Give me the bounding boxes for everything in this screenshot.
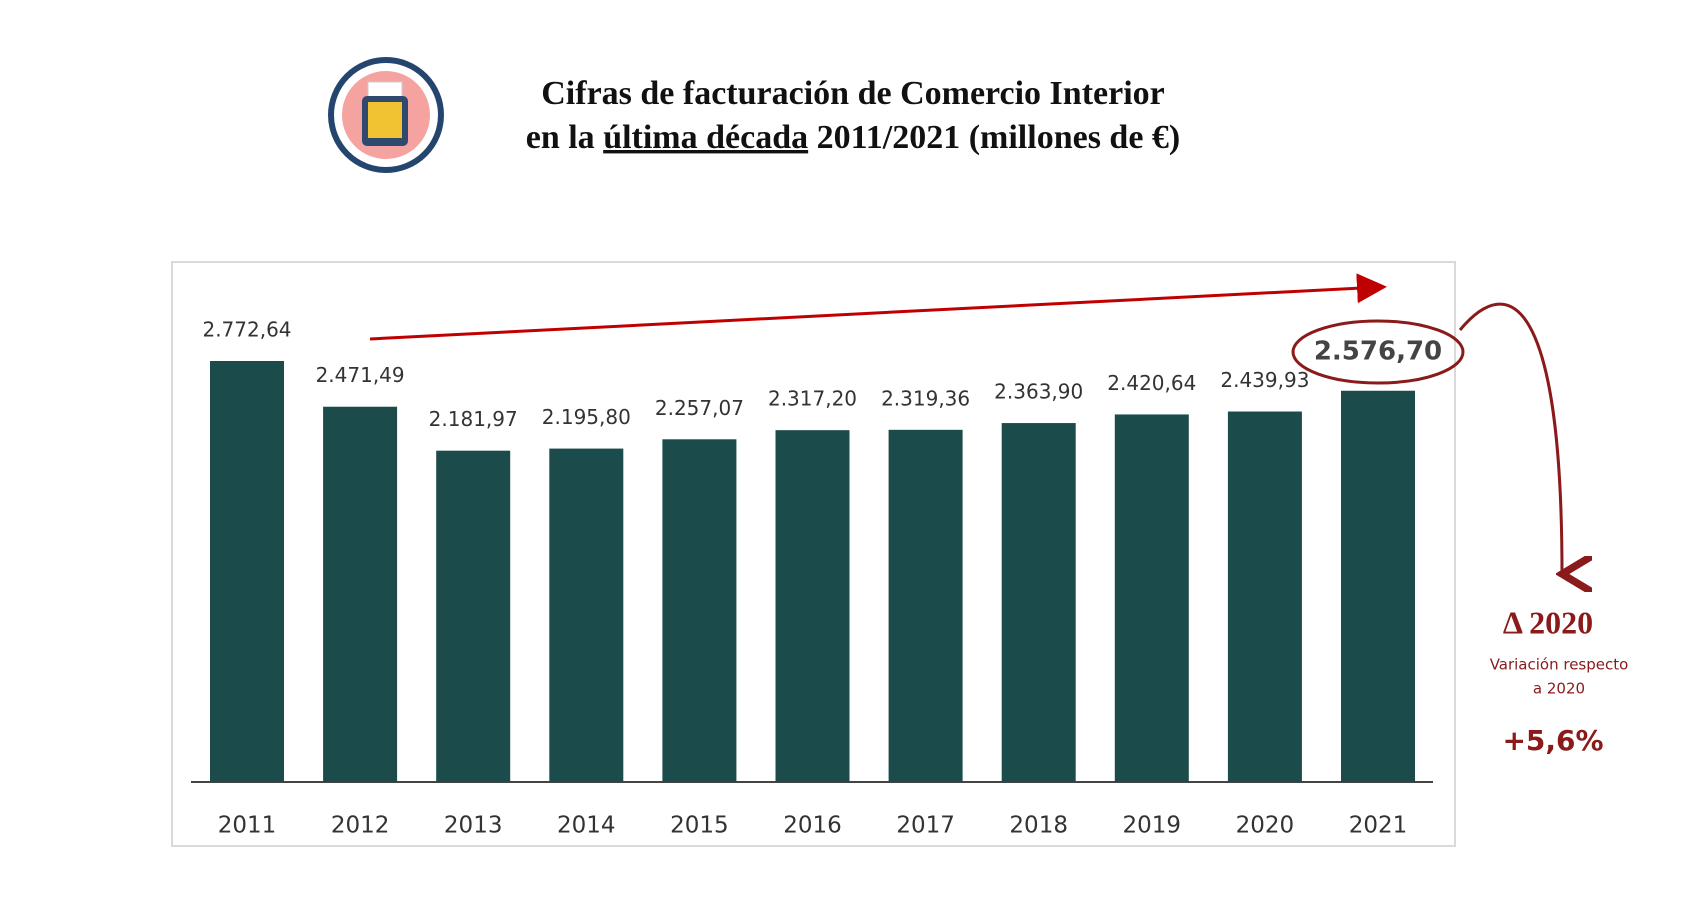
- bar: [549, 448, 624, 782]
- chart-title: Cifras de facturación de Comercio Interi…: [541, 75, 1165, 112]
- bar: [1341, 390, 1415, 782]
- title-part: última década: [603, 119, 808, 156]
- bar: [888, 429, 963, 782]
- x-tick-label: 2018: [1009, 813, 1068, 839]
- curved-arrow: [1458, 302, 1562, 574]
- value-label: 2.195,80: [542, 405, 631, 429]
- bar: [1114, 414, 1189, 782]
- x-tick-label: 2013: [444, 813, 503, 839]
- value-label: 2.576,70: [1314, 337, 1442, 367]
- x-tick-label: 2019: [1123, 813, 1182, 839]
- value-label: 2.439,93: [1220, 368, 1309, 392]
- annotation: Variación respecto: [1490, 656, 1629, 674]
- title-part: en la: [526, 119, 595, 156]
- annotation: Δ 2020: [1503, 604, 1593, 640]
- trend-arrow: [369, 273, 1387, 341]
- value-label: 2.319,36: [881, 386, 970, 410]
- value-label: 2.181,97: [429, 407, 518, 431]
- x-tick-label: 2011: [218, 813, 277, 839]
- x-tick-label: 2012: [331, 813, 390, 839]
- x-tick-label: 2015: [670, 813, 729, 839]
- highlight-ellipse: [1291, 319, 1465, 385]
- chart-title: en la última década 2011/2021 (millones …: [526, 119, 1181, 156]
- bar: [1001, 423, 1076, 782]
- bar: [775, 430, 850, 782]
- x-tick-label: 2020: [1236, 813, 1295, 839]
- value-label: 2.772,64: [202, 318, 291, 342]
- value-label: 2.363,90: [994, 380, 1083, 404]
- icon: [328, 57, 444, 173]
- bar: [323, 406, 398, 782]
- bar: [1227, 411, 1302, 782]
- value-label: 2.317,20: [768, 387, 857, 411]
- plot-frame: [171, 261, 1456, 847]
- value-label: 2.471,49: [316, 363, 405, 387]
- bar: [662, 439, 737, 782]
- bar: [436, 450, 511, 782]
- bar: [210, 361, 284, 782]
- x-tick-label: 2021: [1349, 813, 1408, 839]
- title-part: 2011/2021 (millones de €): [817, 119, 1181, 156]
- annotation: a 2020: [1533, 680, 1585, 698]
- x-tick-label: 2017: [896, 813, 955, 839]
- x-tick-label: 2016: [783, 813, 842, 839]
- x-tick-label: 2014: [557, 813, 616, 839]
- value-label: 2.420,64: [1107, 371, 1196, 395]
- value-label: 2.257,07: [655, 396, 744, 420]
- annotation: +5,6%: [1502, 724, 1603, 757]
